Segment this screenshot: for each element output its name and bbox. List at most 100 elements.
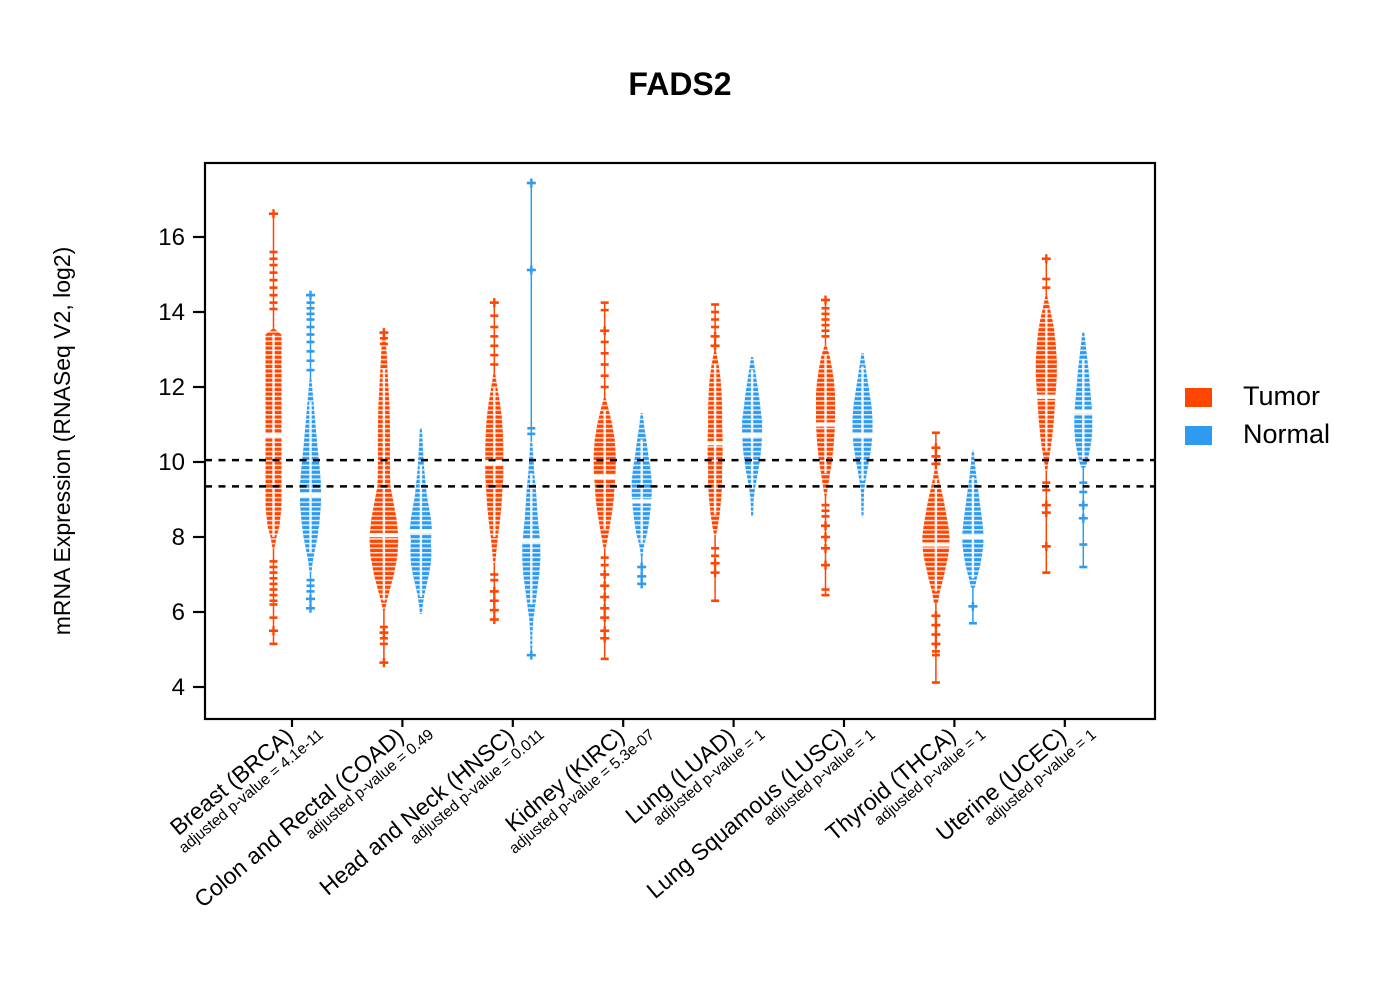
violin-kirc-tumor-median	[590, 474, 619, 480]
x-category-label-group: Uterine (UCEC)adjusted p-value = 1	[931, 722, 1100, 845]
violin-hnsc-tumor-median	[482, 461, 507, 466]
violin-brca-tumor-outlier-dash	[269, 307, 278, 311]
violin-ucec-tumor-outlier-dash	[1042, 286, 1051, 289]
violin-brca-tumor-outlier-dash	[269, 565, 278, 569]
violin-hnsc-tumor-outlier-dash	[490, 325, 499, 329]
violin-thca-normal-centerline	[971, 477, 975, 579]
violin-brca-normal-outlier-cross	[306, 606, 315, 610]
violin-brca-tumor-outlier-dash	[269, 250, 278, 254]
violin-brca-normal-outlier-dash	[306, 590, 315, 593]
violin-ucec-normal-outlier-cross	[1078, 503, 1088, 507]
violin-brca-normal-outlier-cross	[306, 597, 315, 601]
violin-brca-tumor-outlier-dash	[269, 642, 278, 646]
violin-kirc-tumor-outlier-dash	[600, 308, 609, 312]
violin-lusc-tumor-outlier-dash	[821, 588, 830, 591]
violin-brca-normal-outlier-dash	[306, 368, 315, 372]
violin-hnsc-tumor-outlier-cross	[489, 590, 499, 593]
violin-coad-tumor-outlier-cross	[379, 331, 389, 334]
y-tick-label: 12	[158, 374, 185, 401]
violin-ucec-tumor-outlier-dash	[1042, 488, 1051, 492]
violin-lusc-tumor-outlier-cross	[821, 546, 830, 550]
y-tick-label: 16	[158, 224, 185, 251]
violin-thca-normal-outlier-dash	[968, 621, 977, 625]
violin-luad-tumor-outlier-dash	[711, 303, 720, 306]
violin-brca-normal-outlier-dash	[306, 584, 315, 588]
violin-thca-tumor-outlier-dash	[931, 431, 940, 435]
violin-thca-tumor-outlier-dash	[931, 650, 940, 653]
violin-kirc-normal-outlier-cross	[637, 582, 647, 586]
violin-lusc-tumor-median	[813, 422, 838, 427]
violin-ucec-normal-outlier-dash	[1079, 490, 1088, 494]
legend-label-normal: Normal	[1243, 419, 1330, 449]
violin-thca-normal-median	[959, 534, 987, 540]
violin-thca-tumor-outlier-cross	[931, 633, 941, 636]
violin-thca-tumor-outlier-cross	[931, 446, 941, 450]
violin-lusc-tumor-outlier-dash	[821, 323, 830, 327]
violin-hnsc-tumor-outlier-dash	[490, 335, 499, 338]
plot-border	[203, 161, 1157, 721]
violin-ucec-normal-median	[1071, 409, 1096, 414]
violin-kirc-normal-median	[628, 499, 655, 504]
violin-lusc-normal-centerline	[861, 366, 864, 481]
violin-coad-normal-median	[406, 529, 435, 534]
violin-thca-tumor-outlier-cross	[931, 455, 941, 458]
legend-swatch-tumor	[1185, 388, 1212, 407]
violin-hnsc-tumor-outlier-cross	[489, 618, 499, 621]
legend-swatch-normal	[1185, 426, 1212, 445]
violin-coad-tumor-centerline	[382, 368, 386, 601]
violin-kirc-tumor-centerline	[603, 409, 606, 530]
violin-brca-normal-outlier-dash	[306, 301, 315, 304]
violin-coad-tumor-outlier-cross	[379, 661, 389, 664]
violin-luad-tumor-outlier-cross	[710, 344, 720, 348]
violin-thca-tumor-median	[919, 542, 953, 547]
violin-hnsc-tumor-outlier-cross	[489, 301, 499, 304]
violin-coad-tumor-outlier-dash	[379, 336, 388, 340]
violin-lusc-tumor-outlier-dash	[821, 329, 830, 333]
violin-thca-tumor-outlier-dash	[931, 681, 940, 684]
violin-kirc-tumor-outlier-dash	[600, 363, 609, 366]
violin-brca-tumor-outlier-dash	[269, 603, 278, 606]
violin-brca-tumor-outlier-dash	[269, 278, 278, 282]
violin-kirc-tumor-outlier-dash	[600, 385, 609, 389]
violin-brca-tumor-outlier-dash	[269, 271, 278, 274]
violin-lusc-tumor-outlier-cross	[821, 535, 830, 539]
violin-kirc-tumor-outlier-cross	[600, 616, 610, 619]
violin-kirc-tumor-outlier-cross	[600, 584, 610, 588]
violin-ucec-tumor-outlier-cross	[1041, 503, 1051, 507]
violin-kirc-tumor-outlier-dash	[600, 657, 609, 661]
y-tick-label: 8	[172, 524, 185, 551]
violin-kirc-tumor-outlier-dash	[600, 340, 609, 344]
violin-ucec-tumor-outlier-cross	[1041, 257, 1051, 261]
violin-brca-tumor-outlier-dash	[269, 293, 278, 297]
violin-hnsc-tumor-outlier-dash	[490, 578, 499, 582]
violin-ucec-tumor-outlier-dash	[1042, 481, 1051, 484]
y-tick-label: 10	[158, 449, 185, 476]
violin-hnsc-tumor-outlier-dash	[490, 314, 499, 318]
violin-brca-normal-outlier-dash	[306, 325, 315, 329]
violin-lusc-normal-median	[849, 432, 876, 438]
violin-brca-normal-centerline	[309, 402, 312, 552]
violin-brca-normal-outlier-dash	[306, 306, 315, 310]
violin-ucec-tumor-centerline	[1045, 308, 1048, 451]
violin-brca-normal-outlier-cross	[306, 293, 315, 297]
violin-kirc-tumor-outlier-dash	[600, 374, 609, 378]
chart-title: FADS2	[628, 66, 731, 102]
violin-lusc-tumor-outlier-dash	[821, 306, 830, 310]
legend-label-tumor: Tumor	[1243, 381, 1320, 411]
violin-lusc-tumor-outlier-dash	[821, 593, 830, 597]
violin-ucec-tumor-outlier-dash	[1042, 277, 1051, 281]
violin-ucec-normal-outlier-dash	[1079, 481, 1088, 484]
violin-ucec-tumor-outlier-dash	[1042, 571, 1051, 574]
violin-thca-tumor-outlier-cross	[931, 623, 941, 627]
violin-brca-tumor-outlier-dash	[269, 571, 278, 574]
violin-thca-tumor-outlier-cross	[931, 462, 941, 466]
violin-coad-tumor-outlier-dash	[379, 625, 388, 629]
violin-brca-tumor-outlier-cross	[269, 629, 278, 633]
violin-brca-tumor-outlier-cross	[269, 212, 278, 216]
violin-brca-tumor-outlier-dash	[269, 576, 278, 580]
violin-lusc-tumor-outlier-cross	[821, 524, 830, 528]
violin-hnsc-normal-outlier-cross	[526, 653, 536, 657]
violin-lusc-tumor-outlier-cross	[821, 298, 830, 302]
